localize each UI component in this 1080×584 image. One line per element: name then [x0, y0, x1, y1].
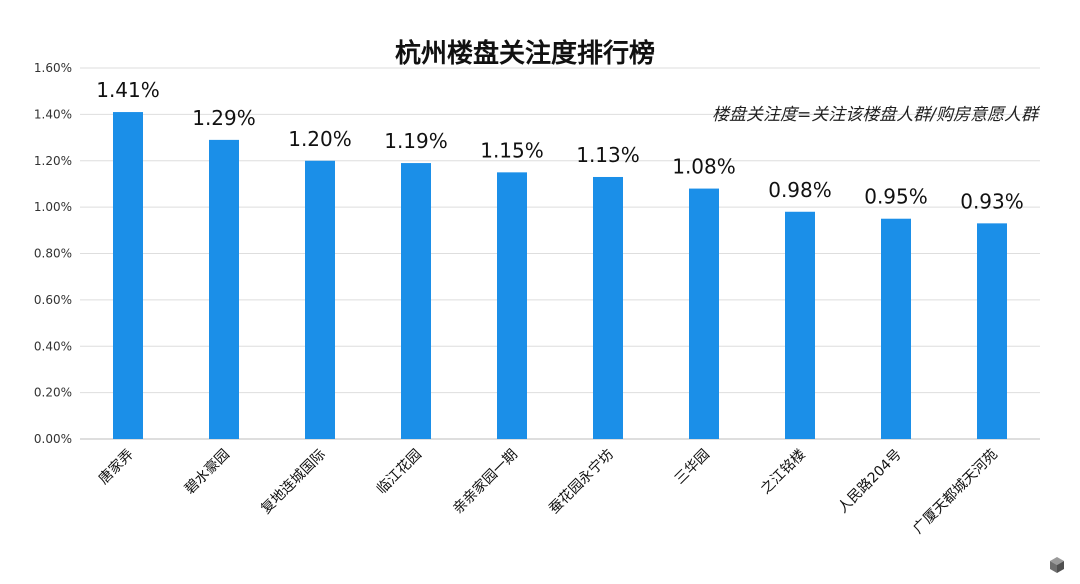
- chart-annotation: 楼盘关注度=关注该楼盘人群/购房意愿人群: [712, 105, 1041, 125]
- cube-logo-icon: [1050, 557, 1064, 573]
- bar: [689, 188, 719, 439]
- category-label: 广厦天都城天河苑: [910, 447, 1001, 538]
- category-label: 人民路204号: [835, 447, 905, 517]
- data-label: 1.15%: [480, 138, 544, 162]
- category-label: 临江花园: [374, 447, 425, 498]
- data-labels: 1.41% 1.29% 1.20% 1.19% 1.15% 1.13% 1.08% 0.98%…: [96, 78, 1024, 213]
- data-label: 1.41%: [96, 78, 160, 102]
- category-label: 蚕花园永宁坊: [545, 446, 616, 517]
- y-tick-label: 1.00%: [34, 200, 72, 214]
- bar: [977, 223, 1007, 439]
- data-label: 1.20%: [288, 127, 352, 151]
- data-label: 1.08%: [672, 155, 736, 179]
- category-label: 唐家弄: [95, 446, 137, 488]
- category-label: 三华园: [672, 447, 713, 488]
- x-axis-categories: 唐家弄 碧水豪园 复地连城国际 临江花园 亲亲家园一期 蚕花园永宁坊 三华园 之江铭楼 人民路2…: [95, 446, 1001, 537]
- y-tick-label: 1.60%: [34, 61, 72, 75]
- y-tick-label: 1.40%: [34, 107, 72, 121]
- data-label: 0.93%: [960, 189, 1024, 213]
- data-label: 1.19%: [384, 129, 448, 153]
- category-label: 亲亲家园一期: [449, 446, 520, 517]
- category-label: 复地连城国际: [257, 446, 328, 517]
- chart-title: 杭州楼盘关注度排行榜: [395, 38, 655, 69]
- bar: [113, 112, 143, 440]
- bar: [785, 211, 815, 439]
- bar: [881, 218, 911, 439]
- y-tick-label: 0.00%: [34, 432, 72, 446]
- y-tick-label: 0.60%: [34, 293, 72, 307]
- category-label: 之江铭楼: [758, 447, 809, 498]
- data-label: 0.98%: [768, 178, 832, 202]
- bar: [401, 163, 431, 439]
- bar: [497, 172, 527, 439]
- y-tick-label: 0.20%: [34, 386, 72, 400]
- data-label: 1.13%: [576, 143, 640, 167]
- y-axis-ticks: 0.00% 0.20% 0.40% 0.60% 0.80% 1.00% 1.20% 1.40%…: [34, 61, 72, 446]
- bar: [209, 139, 239, 439]
- bars: [113, 112, 1007, 440]
- bar: [593, 176, 623, 439]
- y-tick-label: 0.40%: [34, 339, 72, 353]
- y-tick-label: 1.20%: [34, 154, 72, 168]
- data-label: 0.95%: [864, 185, 928, 209]
- bar: [305, 160, 335, 439]
- category-label: 碧水豪园: [182, 447, 233, 498]
- gridlines: [80, 67, 1040, 440]
- data-label: 1.29%: [192, 106, 256, 130]
- y-tick-label: 0.80%: [34, 247, 72, 261]
